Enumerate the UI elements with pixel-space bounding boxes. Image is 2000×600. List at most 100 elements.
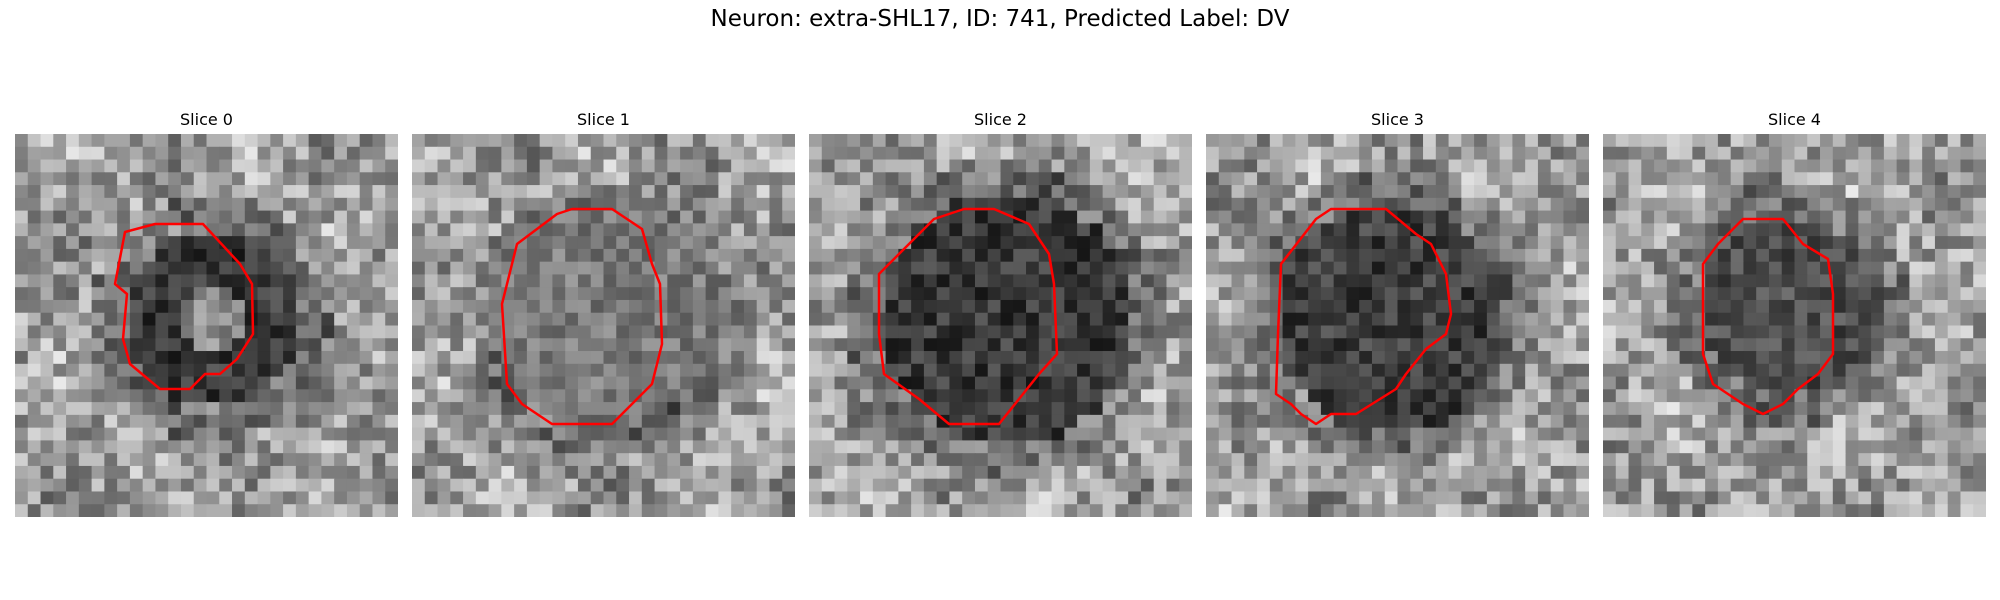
image-pixel [1896,453,1910,467]
image-pixel [334,134,348,148]
image-pixel [321,223,335,237]
image-pixel [1896,197,1910,212]
image-pixel [860,185,874,199]
image-pixel [514,491,528,505]
image-pixel [1615,478,1630,492]
image-pixel [1397,197,1411,212]
image-pixel [359,504,373,517]
image-pixel [1934,363,1949,378]
image-pixel [603,440,617,454]
image-pixel [53,465,67,480]
image-pixel [885,299,899,314]
image-pixel [1743,223,1757,237]
image-pixel [180,351,195,365]
image-pixel [91,325,105,339]
image-pixel [974,376,989,390]
image-pixel [872,402,887,416]
image-pixel [1692,146,1706,161]
image-pixel [475,414,490,429]
image-pixel [129,146,144,161]
image-pixel [987,338,1001,352]
image-pixel [1102,248,1116,263]
image-pixel [1512,338,1526,352]
image-pixel [641,363,656,378]
image-pixel [346,325,361,339]
image-pixel [1692,440,1706,454]
image-pixel [1244,414,1258,429]
image-pixel [641,351,656,365]
image-pixel [321,172,335,186]
image-pixel [1179,427,1192,441]
image-pixel [1768,427,1783,441]
image-pixel [565,185,579,199]
image-pixel [718,172,732,186]
image-pixel [809,504,823,517]
image-pixel [1692,172,1706,186]
image-pixel [78,402,93,416]
image-pixel [1384,351,1398,365]
image-pixel [1435,478,1450,492]
image-pixel [962,274,976,288]
image-pixel [641,402,656,416]
image-pixel [847,210,861,224]
image-pixel [1295,389,1309,403]
image-pixel [1026,351,1040,365]
image-pixel [129,236,144,250]
image-pixel [1525,491,1539,505]
image-pixel [1871,210,1885,224]
image-pixel [1679,351,1693,365]
image-pixel [1166,465,1180,480]
image-pixel [359,274,373,288]
image-pixel [1947,440,1961,454]
image-pixel [1013,363,1027,378]
image-pixel [1615,223,1630,237]
image-pixel [1077,172,1091,186]
image-pixel [1231,248,1245,263]
image-pixel [1807,338,1821,352]
image-pixel [1499,248,1513,263]
image-pixel [1756,197,1770,212]
image-pixel [1231,172,1245,186]
image-pixel [718,338,732,352]
image-pixel [590,504,604,517]
image-pixel [1423,402,1437,416]
image-pixel [168,440,182,454]
image-pixel [15,389,29,403]
image-pixel [1346,134,1360,148]
image-pixel [1807,504,1821,517]
image-pixel [1730,146,1744,161]
image-pixel [155,185,169,199]
image-pixel [142,236,156,250]
image-pixel [1474,465,1488,480]
image-pixel [1628,299,1642,314]
image-pixel [1448,261,1462,275]
image-pixel [1231,325,1245,339]
image-pixel [1743,312,1757,326]
image-pixel [756,338,770,352]
image-pixel [1448,478,1462,492]
image-pixel [1934,491,1949,505]
image-pixel [1461,146,1475,161]
image-pixel [1282,146,1296,161]
image-pixel [629,363,643,378]
image-pixel [1922,146,1936,161]
image-pixel [1756,236,1770,250]
image-pixel [206,274,220,288]
image-pixel [346,504,361,517]
image-pixel [1295,338,1309,352]
image-pixel [129,197,144,212]
image-pixel [1359,363,1373,378]
image-pixel [295,338,310,352]
image-pixel [641,210,656,224]
image-pixel [552,453,566,467]
image-pixel [1397,261,1411,275]
image-pixel [1308,402,1322,416]
image-pixel [1371,287,1386,301]
image-pixel [283,338,297,352]
image-pixel [1525,146,1539,161]
image-pixel [1257,210,1271,224]
image-pixel [769,236,783,250]
image-pixel [552,478,566,492]
image-pixel [283,197,297,212]
image-pixel [27,312,42,326]
